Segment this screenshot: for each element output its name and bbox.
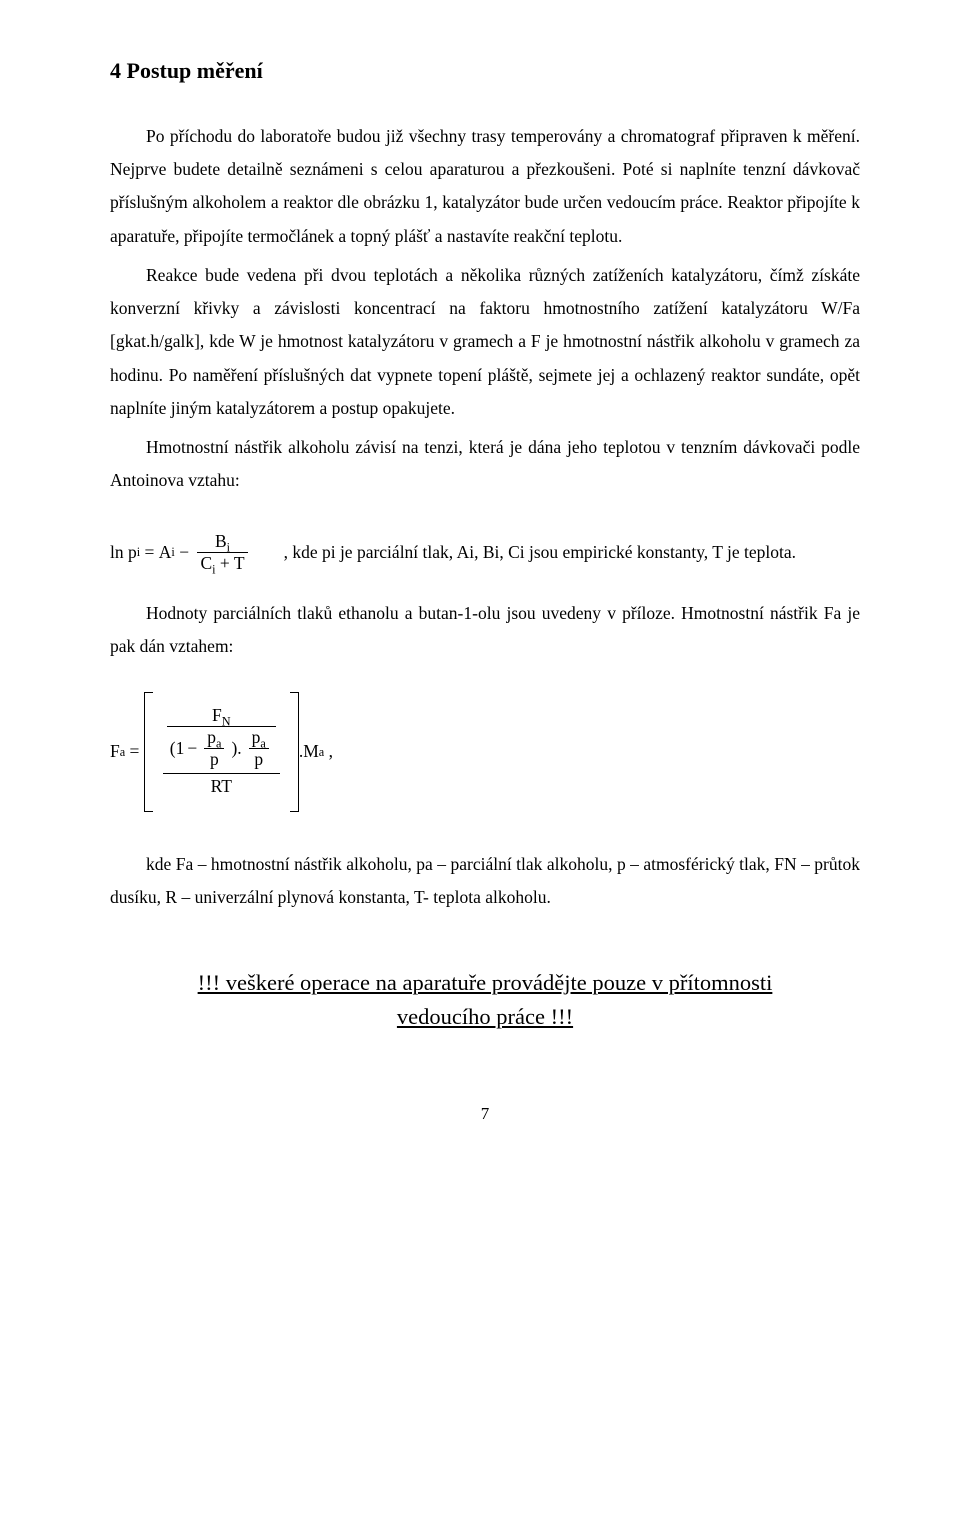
eq-minus: − [179, 536, 189, 569]
paragraph-5: kde Fa – hmotnostní nástřik alkoholu, pa… [110, 848, 860, 915]
warning-line-1: !!! veškeré operace na aparatuře provádě… [198, 970, 773, 995]
eq-equals: = [145, 536, 155, 569]
eq2-RT: RT [211, 776, 232, 797]
eq-ln: ln [110, 536, 124, 569]
eq-den-C: C [200, 553, 212, 573]
eq-num-B: B [215, 531, 227, 551]
eq2-pa-over-p-2: pa p [249, 728, 269, 770]
section-heading: 4 Postup měření [110, 50, 860, 92]
paragraph-1: Po příchodu do laboratoře budou již všec… [110, 120, 860, 253]
eq2-FN-F: F [212, 705, 222, 725]
left-bracket-icon [144, 692, 153, 812]
eq2-bracket: FN (1 − pa p ). pa [144, 692, 299, 812]
eq-A: A [159, 536, 172, 569]
paragraph-4: Hodnoty parciálních tlaků ethanolu a but… [110, 597, 860, 664]
equation-antoine: ln pi = Ai − Bi Ci + T , kde pi je parci… [110, 532, 860, 574]
eq2-dotM: .M [299, 735, 319, 768]
eq-den-C-sub: i [212, 562, 215, 576]
eq-p: p [128, 536, 137, 569]
eq2-comma: , [329, 735, 333, 768]
paragraph-3: Hmotnostní nástřik alkoholu závisí na te… [110, 431, 860, 498]
eq-fraction: Bi Ci + T [197, 532, 247, 574]
eq2-top-frac: FN (1 − pa p ). pa [167, 706, 276, 770]
warning-text: !!! veškeré operace na aparatuře provádě… [110, 966, 860, 1034]
warning-line-2: vedoucího práce !!! [397, 1004, 573, 1029]
eq2-open: (1 [170, 739, 185, 758]
eq2-minus: − [187, 739, 197, 758]
right-bracket-icon [290, 692, 299, 812]
eq2-equals: = [130, 735, 140, 768]
page: 4 Postup měření Po příchodu do laboratoř… [0, 0, 960, 1539]
eq2-pa-over-p-1: pa p [204, 728, 224, 770]
equation-antoine-desc: , kde pi je parciální tlak, Ai, Bi, Ci j… [284, 536, 796, 569]
eq2-F: F [110, 735, 120, 768]
eq2-pa1-p: p [207, 727, 216, 747]
eq-den-plus: + [220, 553, 230, 573]
eq2-close: ). [231, 739, 241, 758]
page-number: 7 [110, 1098, 860, 1130]
eq-den-T: T [234, 553, 245, 573]
equation-antoine-formula: ln pi = Ai − Bi Ci + T [110, 532, 252, 574]
equation-mass-feed: Fa = FN (1 − pa p [110, 692, 860, 812]
paragraph-2: Reakce bude vedena při dvou teplotách a … [110, 259, 860, 425]
eq2-p1: p [207, 750, 222, 769]
eq2-p2: p [251, 750, 266, 769]
